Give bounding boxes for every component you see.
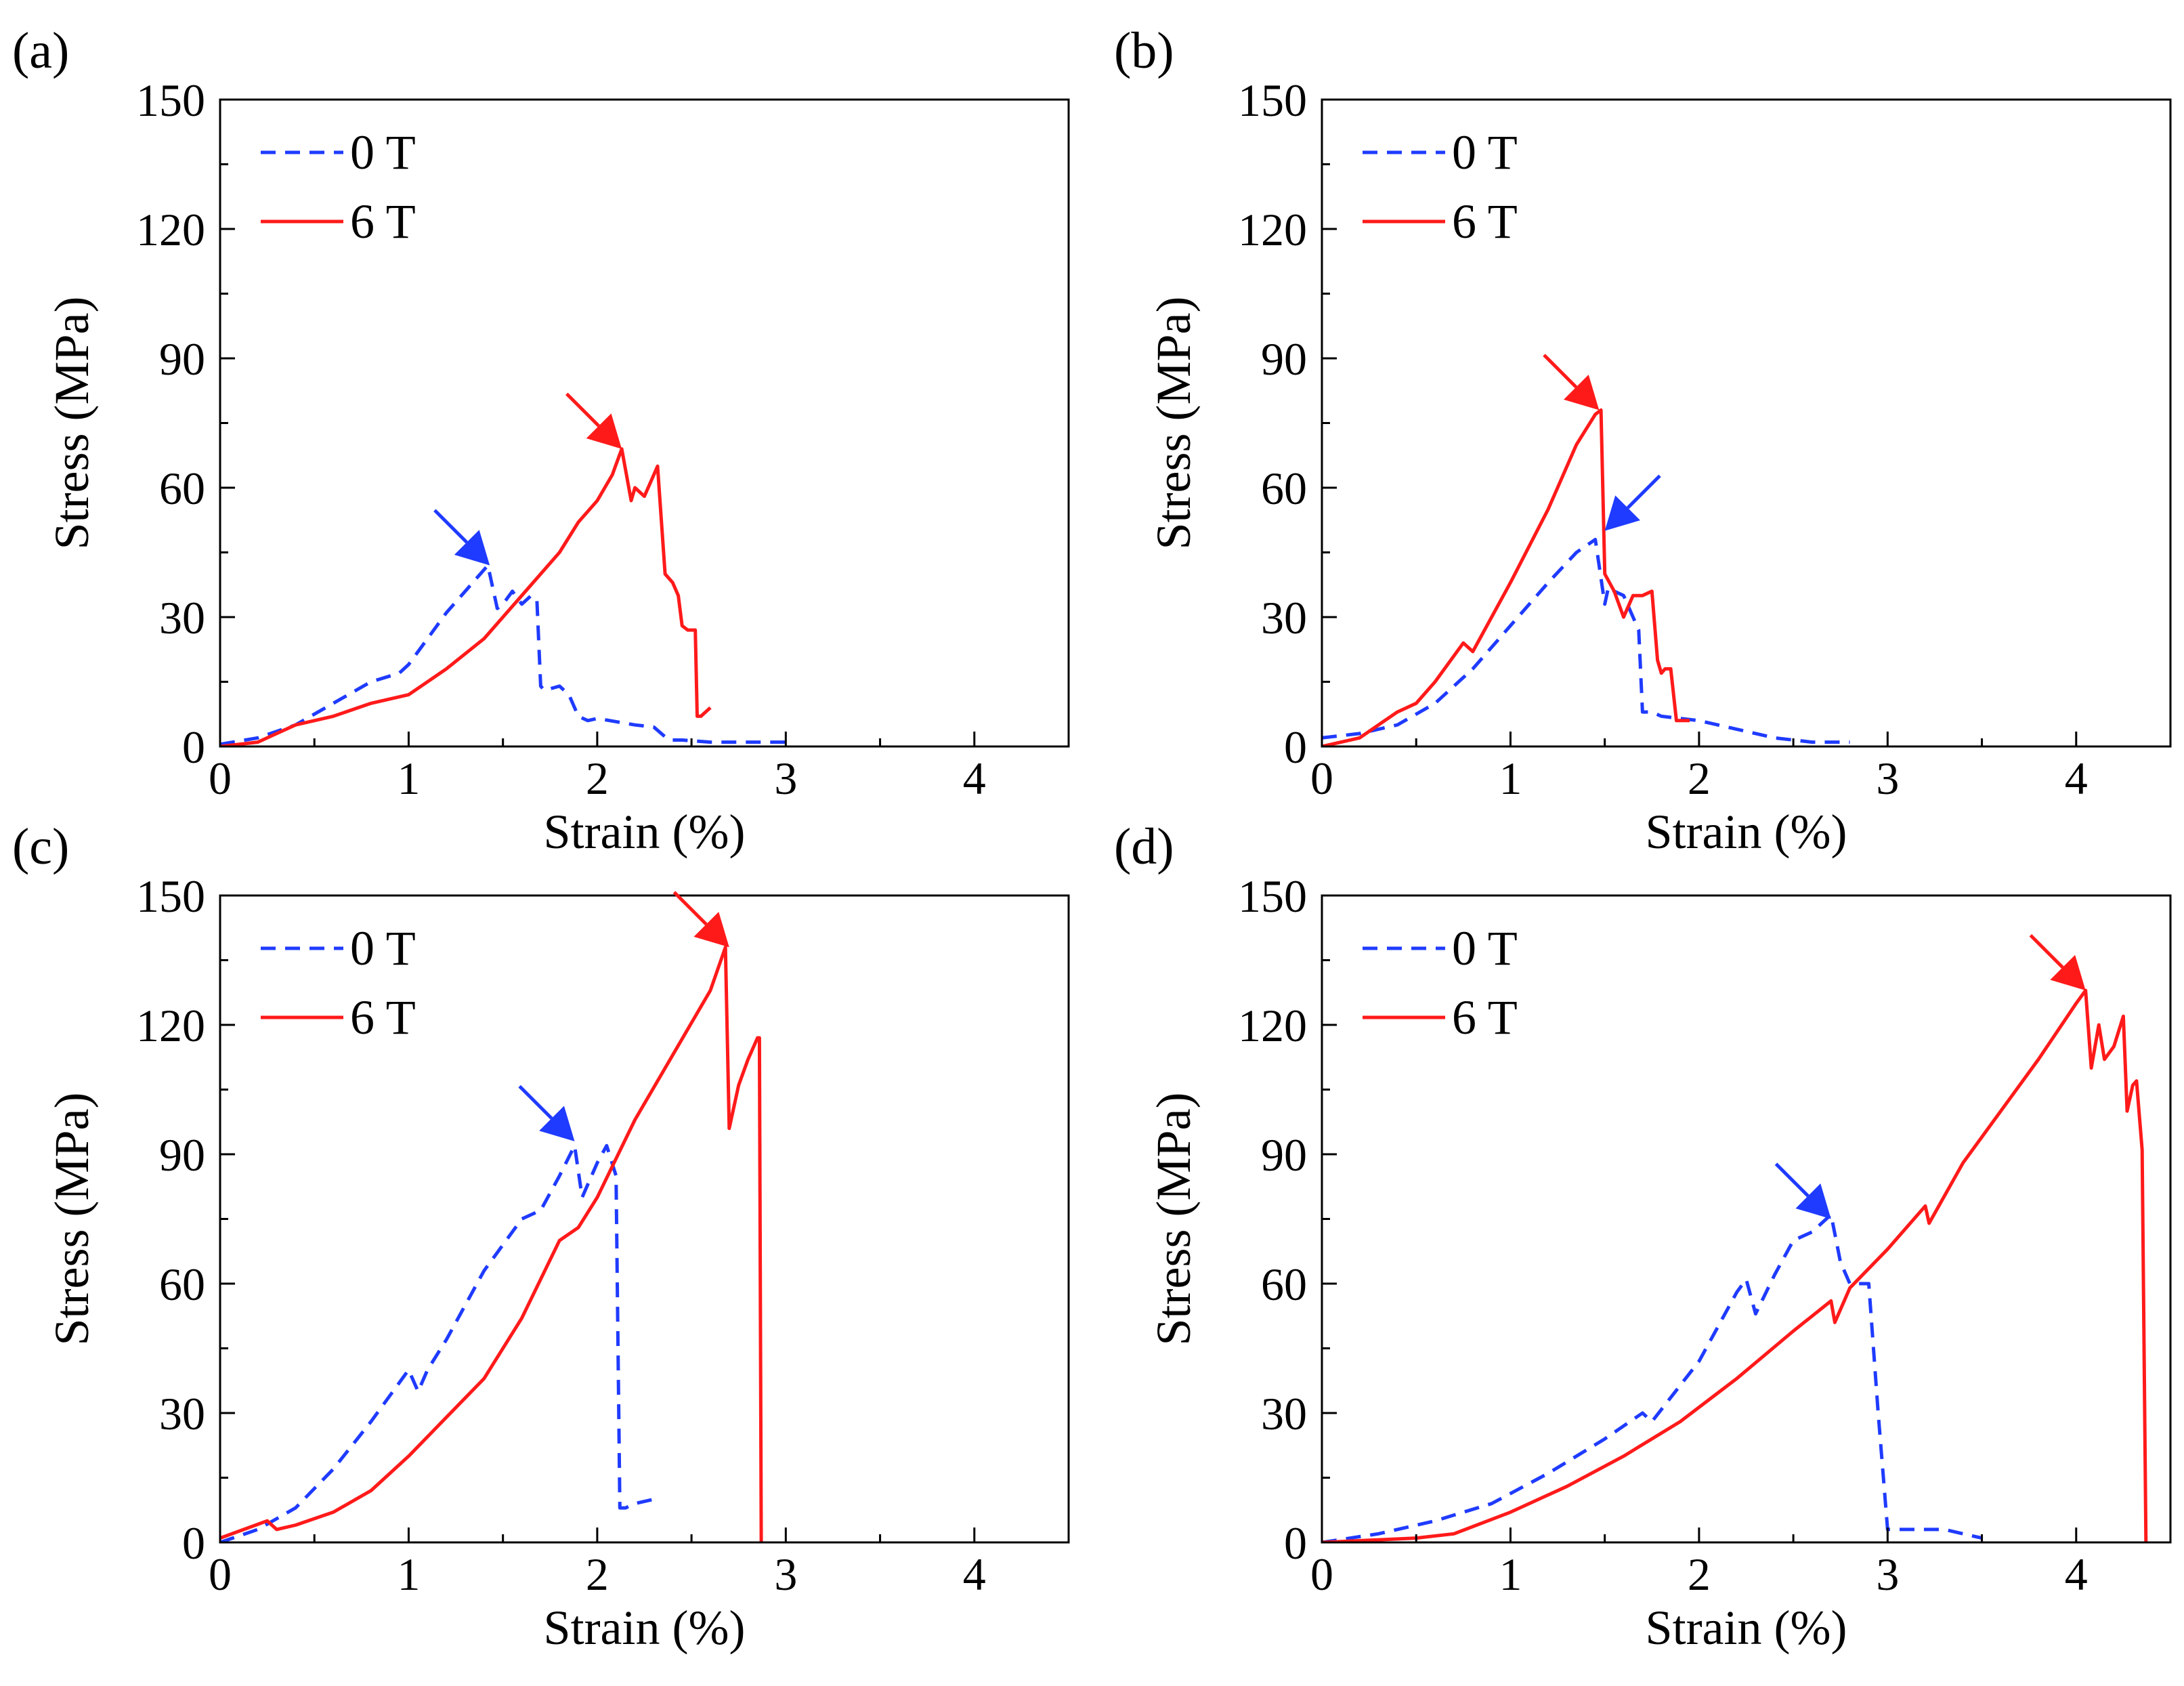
x-tick-label: 1 (397, 1548, 420, 1600)
x-tick-label: 0 (209, 1548, 232, 1600)
panel-label: (c) (12, 818, 69, 875)
y-tick-label: 150 (1238, 870, 1307, 922)
series-line-6t (220, 945, 763, 1542)
panel-label: (b) (1114, 22, 1174, 79)
series-line-0t (220, 564, 786, 746)
legend-label: 0 T (1452, 921, 1518, 975)
x-tick-label: 2 (1688, 753, 1711, 804)
y-tick-label: 0 (1284, 721, 1307, 773)
peak-arrow-6t (672, 891, 729, 948)
legend-label: 6 T (350, 990, 416, 1045)
peak-arrow-6t (2029, 933, 2086, 991)
legend-label: 6 T (350, 194, 416, 249)
x-tick-label: 4 (2065, 1548, 2088, 1600)
legend-label: 0 T (350, 125, 416, 180)
series-line-6t (1322, 988, 2148, 1542)
y-tick-label: 60 (1261, 1259, 1307, 1310)
y-tick-label: 60 (159, 463, 205, 514)
peak-arrow-0t (1774, 1162, 1831, 1219)
x-tick-label: 4 (963, 753, 986, 804)
peak-arrow-0t (518, 1084, 575, 1141)
x-tick-label: 0 (209, 753, 232, 804)
plot-frame (219, 98, 1070, 748)
plot-frame (1321, 894, 2172, 1544)
panel-label: (a) (12, 22, 69, 79)
x-tick-label: 3 (1876, 1548, 1899, 1600)
x-axis-title: Strain (%) (1646, 805, 1847, 859)
x-axis-title: Strain (%) (544, 1601, 746, 1655)
y-tick-label: 150 (136, 75, 205, 126)
y-tick-label: 120 (136, 1000, 205, 1051)
peak-arrow-0t (433, 509, 490, 566)
y-tick-label: 30 (1261, 1388, 1307, 1439)
series-line-0t (220, 1143, 654, 1542)
panel-label: (d) (1114, 818, 1174, 875)
panel-a: (a) 0 1 2 3 4 0 30 60 90 120 150 Strain (%) Stress (M… (12, 22, 1070, 859)
x-tick-label: 4 (2065, 753, 2088, 804)
y-tick-label: 30 (159, 592, 205, 644)
panel-d: (d) 0 1 2 3 4 0 30 60 90 120 150 Strain (%) Stress (M… (1114, 818, 2172, 1655)
series-line-6t (1322, 408, 1690, 746)
y-tick-label: 150 (1238, 75, 1307, 126)
y-axis-title: Stress (MPa) (1147, 1093, 1201, 1346)
x-tick-label: 0 (1310, 753, 1333, 804)
y-tick-label: 150 (136, 870, 205, 922)
y-tick-label: 0 (182, 721, 205, 773)
x-tick-label: 3 (774, 753, 797, 804)
y-axis-title: Stress (MPa) (1147, 297, 1201, 550)
y-tick-label: 60 (159, 1259, 205, 1310)
y-tick-label: 30 (1261, 592, 1307, 644)
legend-label: 6 T (1452, 990, 1518, 1045)
x-tick-label: 3 (1876, 753, 1899, 804)
x-tick-label: 4 (963, 1548, 986, 1600)
y-tick-label: 0 (1284, 1517, 1307, 1569)
y-tick-label: 90 (159, 1129, 205, 1181)
x-axis-title: Strain (%) (1646, 1601, 1847, 1655)
legend-label: 6 T (1452, 194, 1518, 249)
y-tick-label: 30 (159, 1388, 205, 1439)
x-tick-label: 1 (1499, 1548, 1522, 1600)
legend-label: 0 T (1452, 125, 1518, 180)
y-tick-label: 120 (1238, 204, 1307, 255)
peak-arrow-6t (1543, 354, 1600, 410)
panel-c: (c) 0 1 2 3 4 0 30 60 90 120 150 Strain (%) Stress (M… (12, 818, 1070, 1655)
x-axis-title: Strain (%) (544, 805, 746, 859)
peak-arrow-6t (565, 392, 622, 449)
y-tick-label: 0 (182, 1517, 205, 1569)
x-tick-label: 2 (586, 753, 609, 804)
panel-b: (b) 0 1 2 3 4 0 30 60 90 120 150 Strain (%) Stress (M… (1114, 22, 2172, 859)
peak-arrow-0t (1604, 474, 1661, 531)
x-tick-label: 0 (1310, 1548, 1333, 1600)
x-tick-label: 1 (397, 753, 420, 804)
x-tick-label: 2 (586, 1548, 609, 1600)
series-line-0t (1322, 1213, 1983, 1542)
x-tick-label: 3 (774, 1548, 797, 1600)
y-tick-label: 90 (1261, 333, 1307, 385)
plot-frame (219, 894, 1070, 1544)
x-tick-label: 2 (1688, 1548, 1711, 1600)
y-axis-title: Stress (MPa) (45, 1093, 99, 1346)
y-tick-label: 120 (136, 204, 205, 255)
plot-frame (1321, 98, 2172, 748)
legend-label: 0 T (350, 921, 416, 975)
y-tick-label: 90 (159, 333, 205, 385)
x-tick-label: 1 (1499, 753, 1522, 804)
y-tick-label: 120 (1238, 1000, 1307, 1051)
y-axis-title: Stress (MPa) (45, 297, 99, 550)
series-line-6t (220, 447, 712, 746)
y-tick-label: 90 (1261, 1129, 1307, 1181)
y-tick-label: 60 (1261, 463, 1307, 514)
